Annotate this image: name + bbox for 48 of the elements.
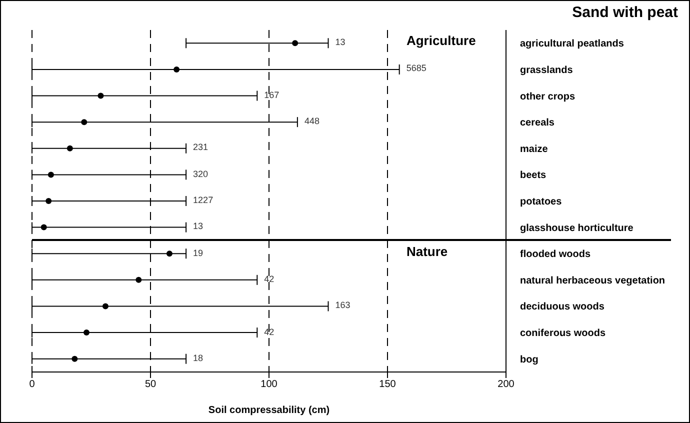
- annotation: 19: [193, 248, 204, 259]
- y-tick-label: natural herbaceous vegetation: [520, 275, 666, 286]
- y-tick-label: bog: [520, 354, 538, 366]
- y-tick-label: glasshouse horticulture: [520, 222, 634, 234]
- annotation: 5685: [406, 63, 426, 74]
- annotation: 231: [193, 142, 208, 154]
- x-axis-title: Soil compressability (cm): [208, 405, 330, 416]
- annotation: 18: [193, 352, 204, 364]
- x-tick-label: 100: [260, 379, 278, 390]
- point: [136, 276, 142, 283]
- point: [66, 145, 73, 152]
- annotation: 448: [304, 116, 320, 128]
- y-tick-label: other crops: [520, 91, 576, 102]
- y-tick-label: deciduous woods: [520, 302, 605, 313]
- point: [292, 40, 298, 46]
- x-tick-label: 200: [498, 379, 515, 390]
- point: [174, 66, 180, 72]
- y-tick-label: coniferous woods: [520, 328, 606, 340]
- y-tick-label: cereals: [520, 118, 555, 129]
- annotation: 163: [335, 300, 350, 312]
- annotation: Agriculture: [406, 33, 476, 48]
- x-tick-label: 150: [379, 379, 396, 390]
- point: [166, 250, 172, 257]
- point: [84, 330, 90, 336]
- annotation: 42: [264, 326, 274, 338]
- annotation: 13: [193, 221, 204, 232]
- annotation: 13: [335, 37, 346, 48]
- point: [102, 303, 108, 310]
- y-tick-label: grasslands: [520, 64, 574, 76]
- annotation: 1227: [193, 195, 214, 206]
- y-tick-label: flooded woods: [520, 249, 591, 260]
- annotation: Nature: [406, 244, 448, 259]
- annotation: 167: [264, 90, 280, 101]
- point: [98, 92, 104, 99]
- annotation: 320: [193, 168, 208, 180]
- point: [72, 356, 78, 362]
- y-tick-label: agricultural peatlands: [520, 38, 624, 50]
- x-tick-label: 50: [144, 379, 156, 390]
- annotation: 42: [264, 274, 274, 285]
- y-tick-label: maize: [520, 144, 548, 155]
- point: [48, 172, 54, 178]
- point: [40, 224, 47, 230]
- text: Sand with peat: [572, 4, 678, 21]
- y-tick-label: potatoes: [520, 196, 562, 208]
- point: [81, 119, 88, 126]
- y-tick-label: beets: [520, 170, 547, 182]
- x-tick-label: 0: [29, 379, 36, 390]
- point: [46, 198, 52, 204]
